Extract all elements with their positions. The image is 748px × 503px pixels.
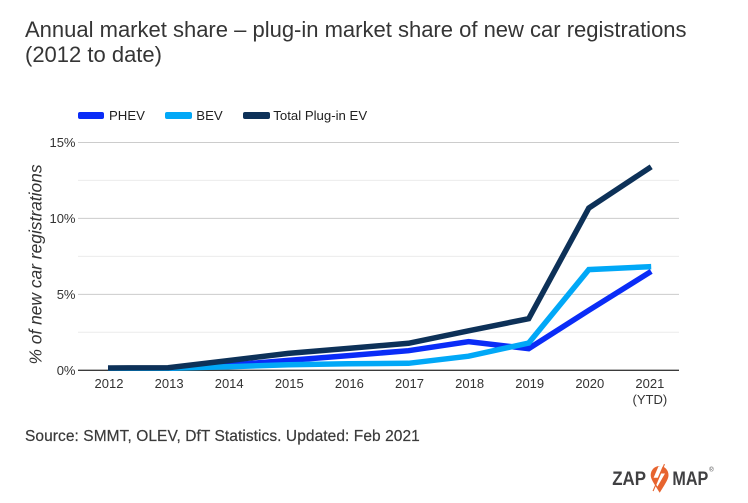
svg-text:ZAP: ZAP <box>612 468 646 490</box>
svg-text:®: ® <box>709 467 714 474</box>
svg-text:MAP: MAP <box>672 468 708 490</box>
